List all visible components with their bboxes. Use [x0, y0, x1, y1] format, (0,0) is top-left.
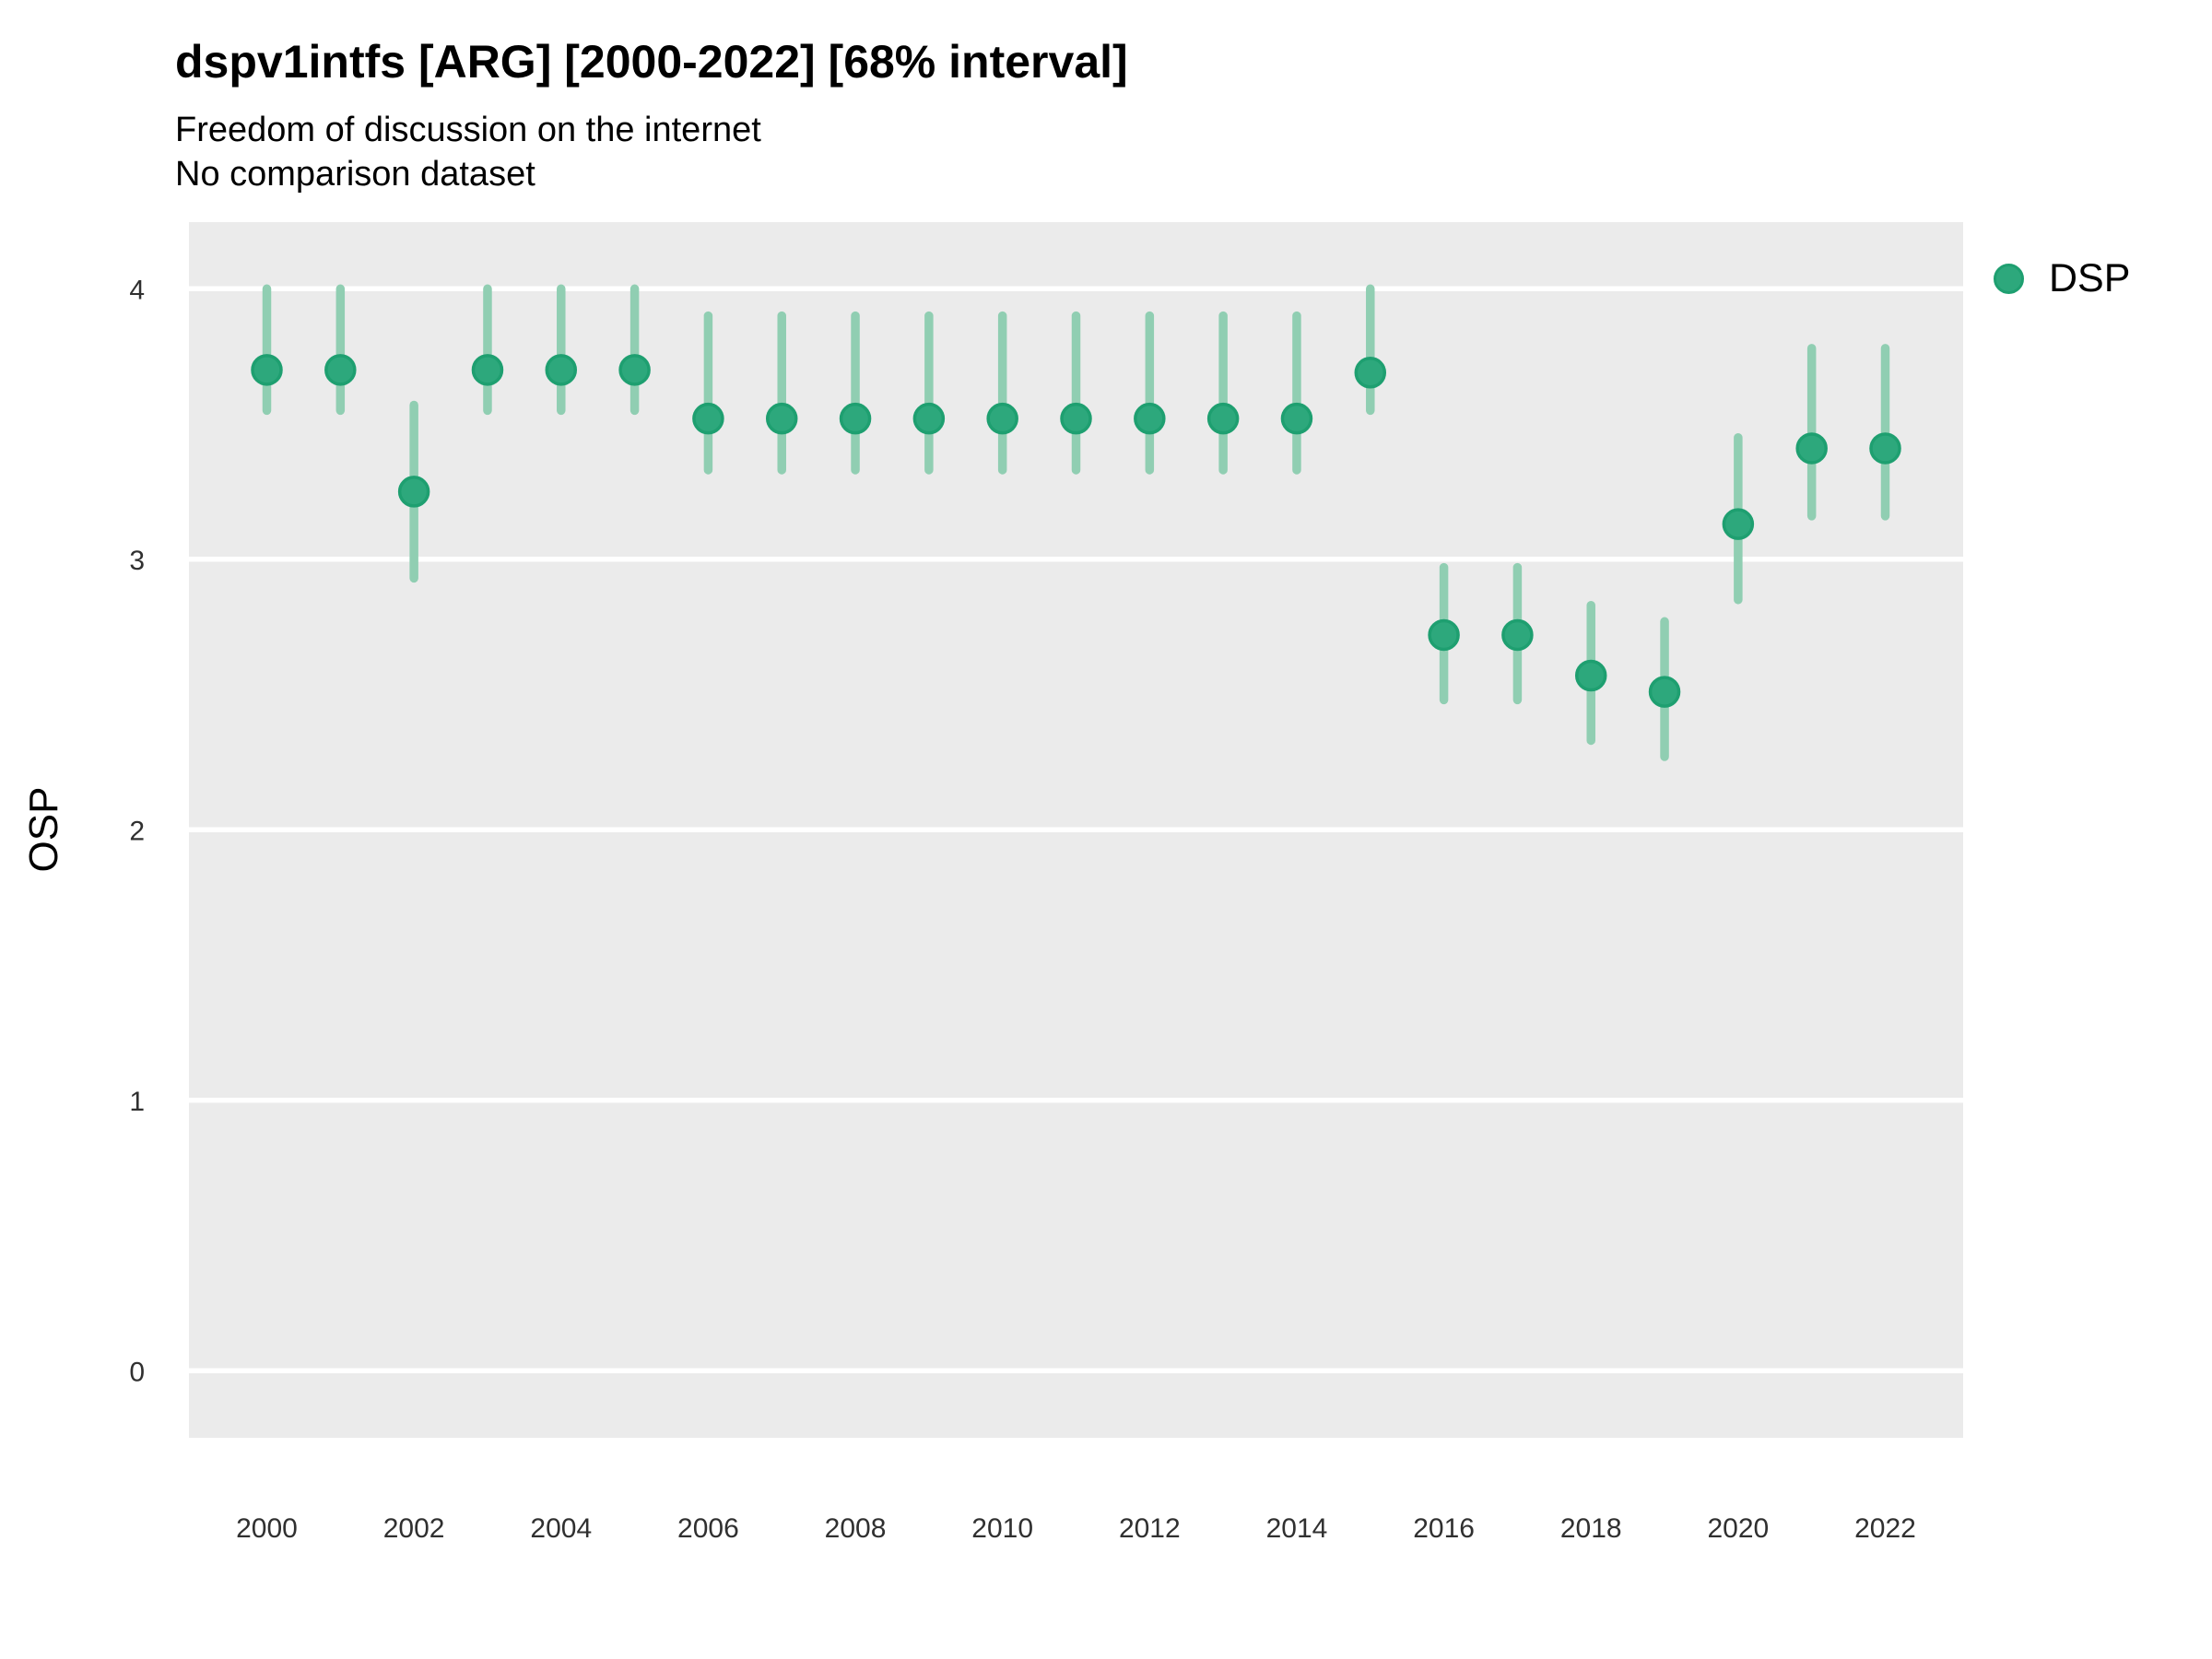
x-tick-label-2012: 2012 — [1119, 1513, 1181, 1544]
x-tick-label-2016: 2016 — [1413, 1513, 1475, 1544]
data-point-2012 — [1134, 402, 1166, 435]
x-tick-label-2014: 2014 — [1266, 1513, 1328, 1544]
data-point-2004 — [545, 354, 578, 386]
data-point-2016 — [1428, 618, 1460, 652]
data-point-2015 — [1354, 357, 1387, 389]
chart-title: dspv1intfs [ARG] [2000-2022] [68% interv… — [175, 36, 1128, 88]
x-tick-label-2022: 2022 — [1854, 1513, 1916, 1544]
data-point-2019 — [1648, 676, 1681, 708]
legend-label: DSP — [2049, 256, 2131, 300]
x-tick-label-2004: 2004 — [530, 1513, 592, 1544]
data-point-2014 — [1280, 402, 1313, 435]
data-point-2007 — [765, 402, 798, 435]
y-tick-label-4: 4 — [129, 275, 145, 305]
data-point-2008 — [839, 402, 872, 435]
x-tick-label-2020: 2020 — [1707, 1513, 1769, 1544]
y-tick-label-1: 1 — [129, 1087, 145, 1117]
x-tick-label-2008: 2008 — [825, 1513, 887, 1544]
y-tick-label-3: 3 — [129, 546, 145, 576]
y-axis-title: OSP — [21, 786, 66, 873]
legend: DSP — [1994, 256, 2130, 301]
chart-subtitle: Freedom of discussion on the internet — [175, 111, 761, 149]
data-point-2010 — [986, 402, 1018, 435]
y-tick-label-2: 2 — [129, 816, 145, 846]
data-point-2009 — [912, 402, 946, 435]
data-point-2003 — [471, 354, 504, 386]
x-tick-label-2000: 2000 — [236, 1513, 298, 1544]
legend-point-icon — [1994, 264, 2024, 294]
data-point-2001 — [324, 354, 357, 386]
data-point-2018 — [1574, 659, 1607, 692]
data-point-2020 — [1722, 508, 1755, 540]
data-point-2021 — [1795, 432, 1828, 465]
x-tick-label-2006: 2006 — [677, 1513, 739, 1544]
chart-subtitle-line2: No comparison dataset — [175, 155, 535, 194]
data-point-2022 — [1869, 432, 1901, 465]
data-point-2005 — [618, 354, 651, 386]
data-point-2002 — [397, 476, 430, 508]
data-point-2017 — [1501, 618, 1534, 652]
y-tick-label-0: 0 — [129, 1357, 145, 1387]
data-point-2013 — [1206, 402, 1240, 435]
x-tick-label-2010: 2010 — [971, 1513, 1033, 1544]
data-point-2011 — [1060, 402, 1092, 435]
data-point-2000 — [251, 354, 283, 386]
data-point-2006 — [692, 402, 724, 435]
x-tick-label-2018: 2018 — [1560, 1513, 1622, 1544]
x-tick-label-2002: 2002 — [383, 1513, 445, 1544]
